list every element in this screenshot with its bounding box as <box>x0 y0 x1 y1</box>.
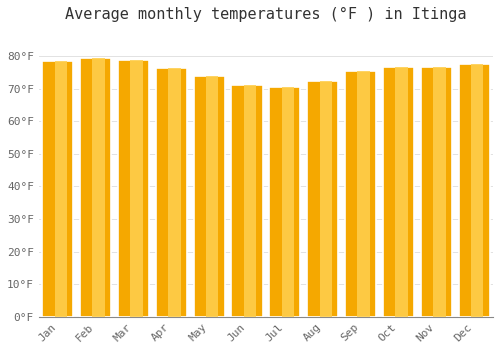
Bar <box>270 87 300 317</box>
Bar <box>80 58 111 317</box>
Bar <box>232 85 262 317</box>
Bar <box>168 68 180 317</box>
Bar <box>54 61 67 317</box>
Bar <box>396 66 407 317</box>
Bar <box>458 64 490 317</box>
Bar <box>42 61 74 317</box>
Bar <box>194 76 224 317</box>
Bar <box>130 60 143 317</box>
Bar <box>206 76 218 317</box>
Bar <box>307 80 338 317</box>
Title: Average monthly temperatures (°F ) in Itinga: Average monthly temperatures (°F ) in It… <box>65 7 466 22</box>
Bar <box>320 80 332 317</box>
Bar <box>358 71 370 317</box>
Bar <box>156 68 187 317</box>
Bar <box>282 87 294 317</box>
Bar <box>92 58 105 317</box>
Bar <box>421 66 452 317</box>
Bar <box>118 60 149 317</box>
Bar <box>244 85 256 317</box>
Bar <box>433 66 446 317</box>
Bar <box>471 64 484 317</box>
Bar <box>383 66 414 317</box>
Bar <box>345 71 376 317</box>
